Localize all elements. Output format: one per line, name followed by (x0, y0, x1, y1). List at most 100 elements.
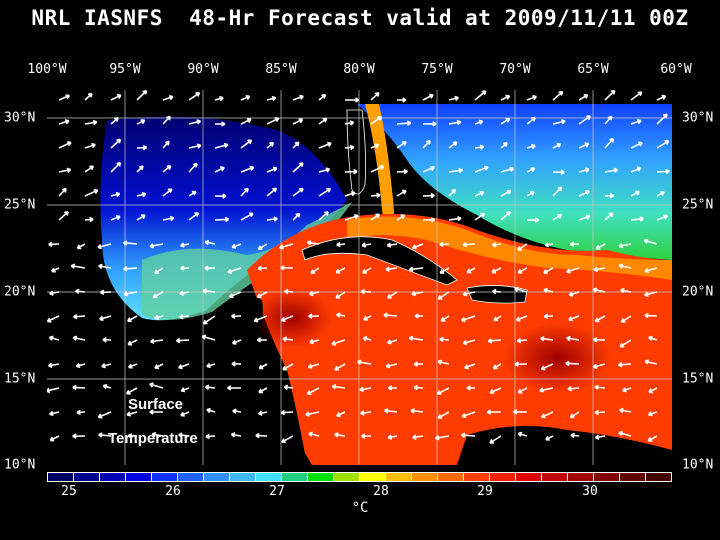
current-vector-arrow (76, 409, 86, 416)
current-vector-arrow (565, 360, 580, 367)
current-vector-arrow (214, 166, 225, 173)
current-vector-arrow (204, 384, 216, 390)
current-vector-arrow (422, 165, 435, 173)
current-vector-arrow (439, 241, 450, 248)
current-vector-arrow (466, 385, 476, 391)
current-vector-arrow (98, 263, 112, 270)
current-vector-arrow (253, 315, 268, 323)
current-vector-arrow (231, 339, 242, 345)
current-vector-arrow (578, 94, 589, 101)
current-vector-arrow (318, 141, 332, 149)
current-vector-arrow (543, 313, 554, 320)
current-vector-arrow (630, 216, 644, 222)
current-vector-arrow (448, 119, 462, 126)
colorbar-unit: °C (351, 500, 369, 516)
current-vector-arrow (240, 95, 251, 101)
current-vector-arrow (306, 240, 320, 246)
current-vector-arrow (98, 432, 112, 438)
current-vector-arrow (593, 266, 606, 273)
current-vector-arrow (110, 191, 121, 198)
current-vector-arrow (180, 387, 190, 393)
current-vector-arrow (318, 211, 329, 221)
current-vector-arrow (231, 243, 242, 249)
current-vector-arrow (362, 267, 372, 274)
current-vector-arrow (448, 167, 463, 174)
current-vector-arrow (318, 167, 331, 173)
current-vector-arrow (214, 95, 224, 102)
current-vector-arrow (462, 241, 476, 248)
current-vector-arrow (266, 117, 280, 125)
current-vector-arrow (230, 432, 242, 438)
current-vector-arrow (500, 189, 512, 197)
current-vector-arrow (257, 243, 268, 250)
current-vector-arrow (396, 168, 408, 175)
current-vector-arrow (318, 117, 328, 125)
lon-label-95w: 95°W (109, 62, 141, 77)
current-vector-arrow (178, 363, 190, 370)
current-vector-arrow (281, 435, 294, 444)
current-vector-arrow (514, 361, 528, 367)
lat-label-30n-right: 30°N (682, 110, 714, 126)
current-vector-arrow (84, 142, 96, 149)
current-vector-arrow (594, 315, 606, 323)
current-vector-arrow (545, 435, 554, 441)
colorbar-swatch (620, 473, 646, 481)
current-vector-arrow (256, 337, 268, 343)
current-vector-arrow (75, 288, 86, 295)
current-vector-arrow (309, 338, 320, 345)
current-vector-arrow (592, 363, 606, 370)
current-vector-arrow (500, 166, 515, 173)
current-vector-arrow (240, 139, 253, 149)
current-vector-arrow (526, 217, 540, 223)
current-vector-arrow (384, 408, 398, 414)
current-vector-arrow (517, 387, 528, 394)
current-vector-arrow (656, 168, 670, 175)
current-vector-arrow (214, 142, 229, 149)
current-vector-arrow (150, 338, 164, 345)
current-vector-arrow (656, 94, 667, 101)
current-vector-arrow (58, 94, 71, 101)
current-vector-arrow (474, 212, 486, 221)
colorbar-tick-27: 27 (269, 484, 285, 499)
current-vector-arrow (240, 187, 249, 197)
current-vector-arrow (188, 212, 200, 221)
current-vector-arrow (360, 288, 372, 295)
current-vector-arrow (336, 411, 346, 418)
current-vector-arrow (70, 263, 86, 269)
current-vector-arrow (102, 383, 112, 390)
current-vector-arrow (73, 313, 86, 320)
current-vector-arrow (578, 142, 590, 149)
current-vector-arrow (334, 363, 346, 371)
current-vector-arrow (266, 216, 278, 222)
current-vector-arrow (474, 119, 484, 125)
current-vector-arrow (569, 241, 580, 247)
current-vector-arrow (526, 116, 536, 125)
current-vector-arrow (552, 186, 563, 197)
current-vector-arrow (568, 291, 580, 297)
current-vector-arrow (500, 94, 511, 101)
current-vector-arrow (439, 267, 450, 274)
current-vector-arrow (162, 115, 171, 125)
current-vector-arrow (552, 214, 563, 221)
colorbar-tick-28: 28 (373, 484, 389, 499)
colorbar-swatch (542, 473, 568, 481)
current-vector-arrow (188, 190, 197, 197)
current-vector-arrow (462, 339, 476, 346)
current-vector-arrow (75, 362, 86, 369)
current-vector-arrow (619, 407, 632, 414)
current-vector-arrow (240, 212, 254, 221)
current-vector-arrow (448, 95, 459, 102)
current-vector-arrow (123, 291, 138, 297)
current-vector-arrow (336, 241, 346, 248)
current-vector-arrow (58, 119, 70, 125)
current-vector-arrow (307, 363, 320, 369)
current-vector-arrow (344, 144, 355, 151)
current-vector-arrow (51, 267, 60, 273)
current-vector-arrow (386, 291, 398, 299)
current-vector-arrow (604, 167, 619, 174)
current-vector-arrow (258, 363, 268, 370)
current-vector-arrow (127, 339, 138, 346)
current-vector-arrow (493, 315, 502, 322)
colorbar-swatch (152, 473, 178, 481)
current-vector-arrow (72, 384, 86, 391)
